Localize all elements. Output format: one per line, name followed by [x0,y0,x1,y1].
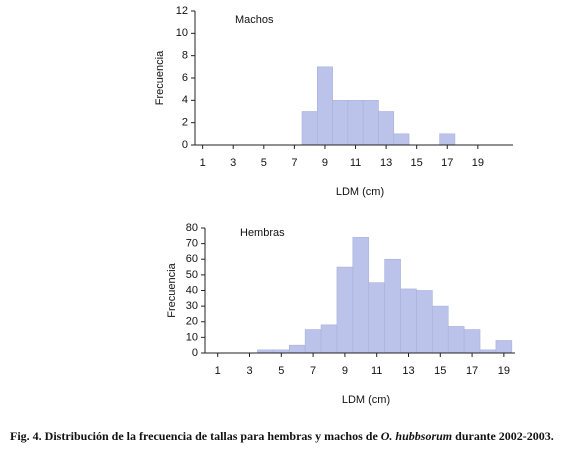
bar [447,326,465,354]
bar [347,100,364,146]
y-tick-label: 10 [186,331,198,343]
x-tick-label: 1 [200,157,206,169]
x-tick-label: 5 [261,157,267,169]
caption: Fig. 4. Distribución de la frecuencia de… [10,429,554,443]
x-tick-label: 9 [322,157,328,169]
y-tick-label: 4 [182,94,188,106]
x-tick-label: 3 [230,157,236,169]
x-tick-label: 17 [466,365,478,377]
chart-label: Hembras [240,227,285,239]
bar [332,100,349,146]
bar [368,282,385,354]
x-tick-label: 11 [350,157,361,169]
x-tick-label: 19 [472,157,484,169]
y-axis-title: Frecuencia [166,262,178,317]
bar [336,266,354,354]
bar [362,100,379,146]
x-tick-label: 11 [371,365,382,377]
x-tick-label: 13 [380,157,392,169]
y-tick-label: 80 [186,222,198,234]
y-tick-label: 0 [192,347,198,359]
caption-text: durante 2002-2003. [452,429,554,443]
x-tick-label: 5 [278,365,284,377]
x-tick-label: 3 [246,365,252,377]
bar [352,237,370,354]
x-tick-label: 17 [441,157,453,169]
caption-species: O. hubbsorum [381,429,452,443]
y-tick-label: 20 [186,316,198,328]
bar [288,344,306,354]
y-tick-label: 60 [186,253,198,265]
bar [393,133,410,146]
bar [432,305,449,354]
y-axis-title: Frecuencia [154,50,166,105]
y-tick-label: 50 [186,269,198,281]
x-tick-label: 19 [498,365,510,377]
y-tick-label: 30 [186,300,198,312]
y-tick-label: 6 [182,72,188,84]
bar [463,329,481,354]
y-tick-label: 2 [182,117,188,129]
bar [416,290,433,354]
y-tick-label: 12 [176,5,188,17]
x-tick-label: 7 [291,157,297,169]
bar [301,111,318,146]
y-tick-label: 0 [182,139,188,151]
x-tick-label: 15 [434,365,446,377]
x-tick-label: 13 [402,365,414,377]
bar [495,340,513,354]
caption-text: Fig. 4. Distribución de la frecuencia de… [10,429,381,443]
bar [320,324,338,354]
x-axis-title: LDM (cm) [336,186,384,198]
bar [439,133,456,146]
y-tick-label: 8 [182,50,188,62]
x-tick-label: 1 [215,365,221,377]
x-axis-title: LDM (cm) [342,394,390,406]
bar [384,258,401,354]
chart-label: Machos [235,14,274,26]
x-tick-label: 9 [342,365,348,377]
x-tick-label: 15 [411,157,423,169]
bar [400,288,417,354]
y-tick-label: 10 [176,27,188,39]
bar [378,111,395,146]
y-tick-label: 70 [186,238,198,250]
bar [304,329,322,354]
x-tick-label: 7 [310,365,316,377]
bar [317,66,333,146]
y-tick-label: 40 [186,284,198,296]
